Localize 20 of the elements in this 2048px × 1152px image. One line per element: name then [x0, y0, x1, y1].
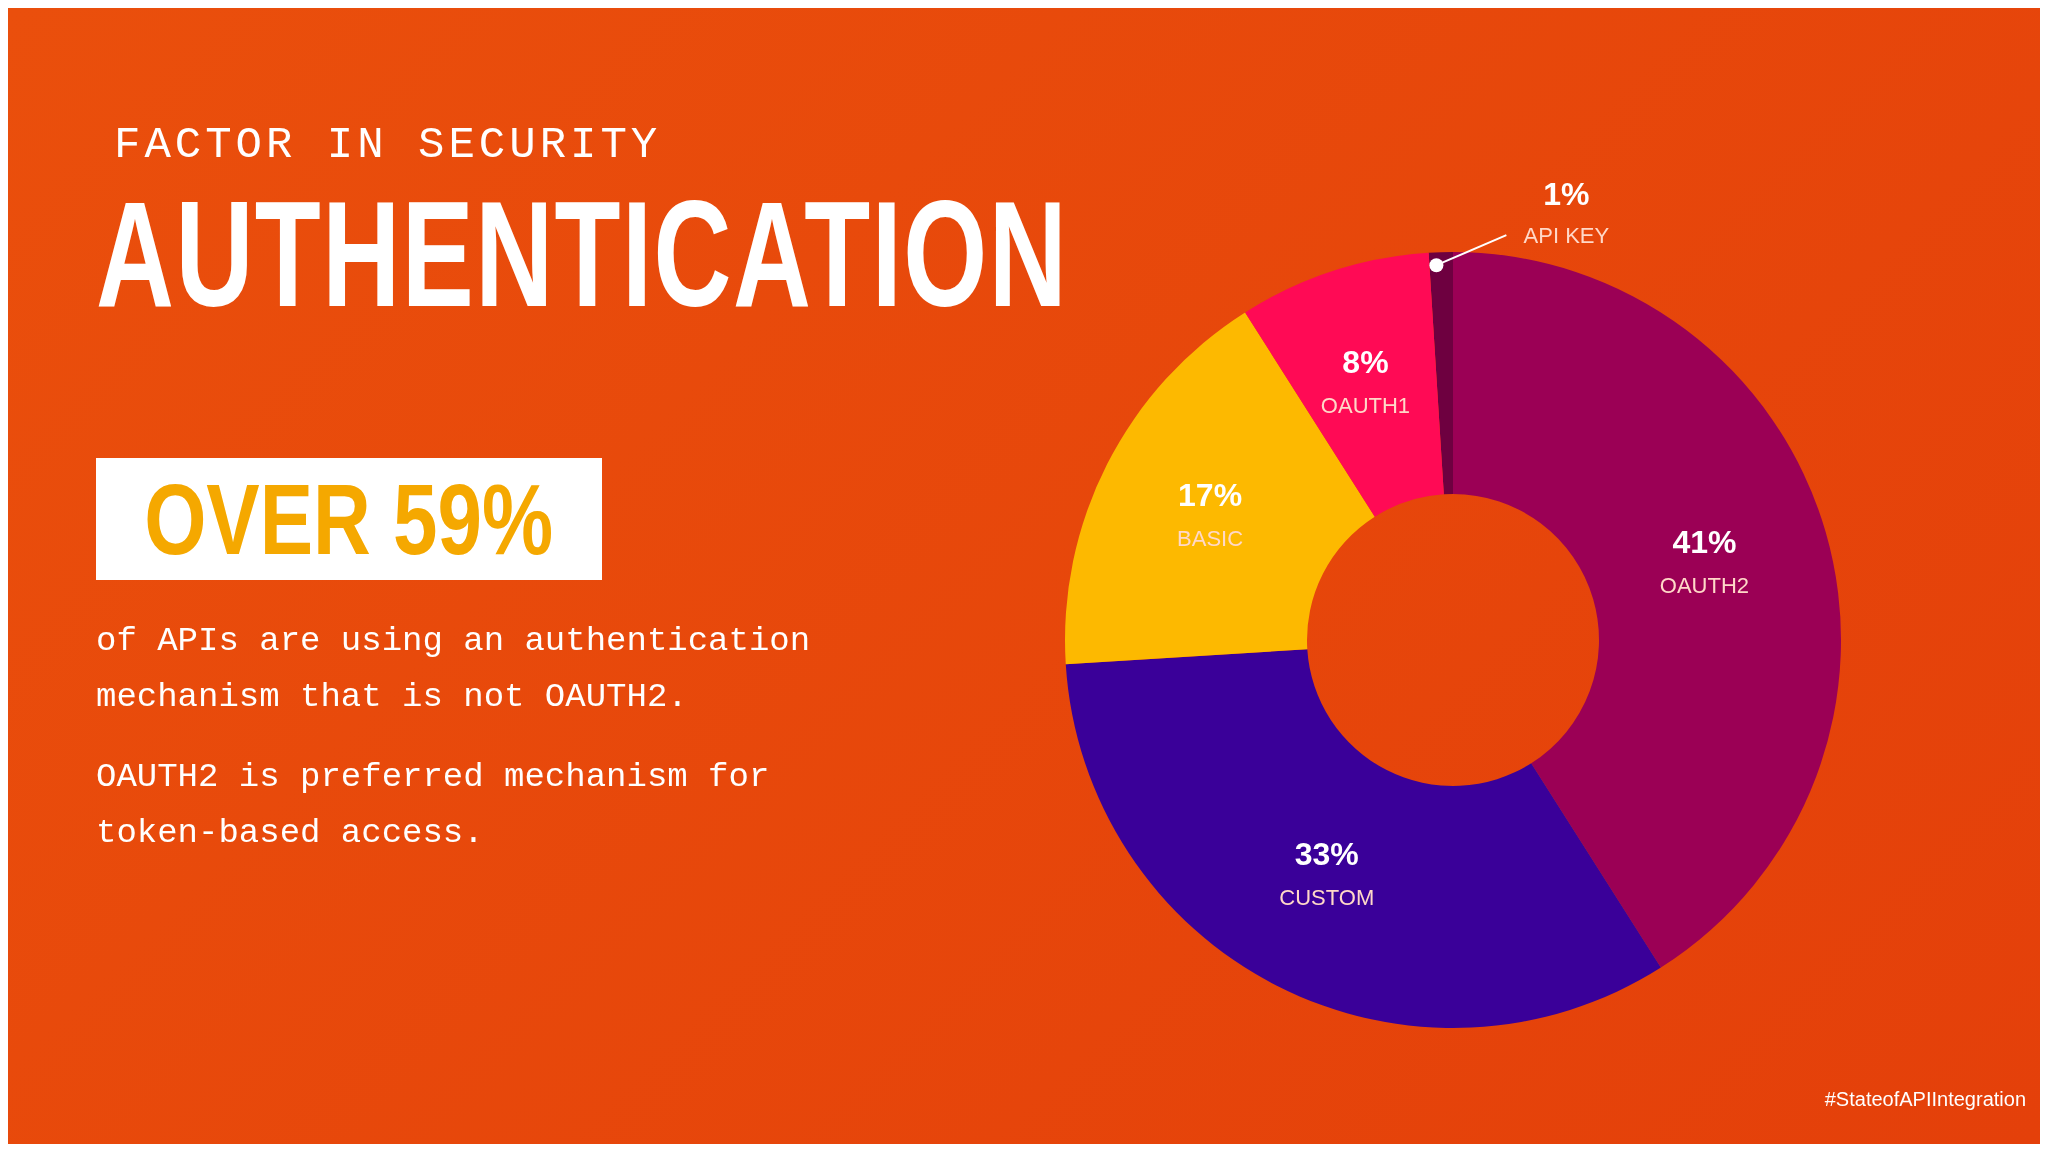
donut-slice [1065, 649, 1661, 1028]
data-label: 1% [1543, 176, 1590, 213]
data-label: 41% [1672, 523, 1737, 560]
donut-slice [1453, 252, 1841, 968]
slice-label: OAUTH1 [1320, 393, 1411, 419]
data-label: 8% [1342, 344, 1389, 381]
text: FACTOR IN SECURITY [114, 120, 662, 170]
data-label: 17% [1178, 476, 1243, 513]
slice-label: CUSTOM [1279, 884, 1375, 910]
text: #StateofAPIIntegration [1824, 1088, 2026, 1111]
chart-title: AUTHENTICATION [96, 169, 1069, 340]
slice-label: API KEY [1523, 223, 1610, 249]
donut-slice [1428, 252, 1453, 495]
donut-slice [1245, 252, 1444, 517]
slice-label: OAUTH2 [1659, 572, 1750, 598]
text: of APIs are using an authentication mechanism that is not OAUTH2. [96, 621, 812, 718]
text: OVER 59% [144, 461, 554, 577]
data-label: 33% [1294, 835, 1359, 872]
slice-label: BASIC [1177, 525, 1244, 551]
text: OAUTH2 is preferred mechanism for token-based access. [96, 757, 771, 854]
